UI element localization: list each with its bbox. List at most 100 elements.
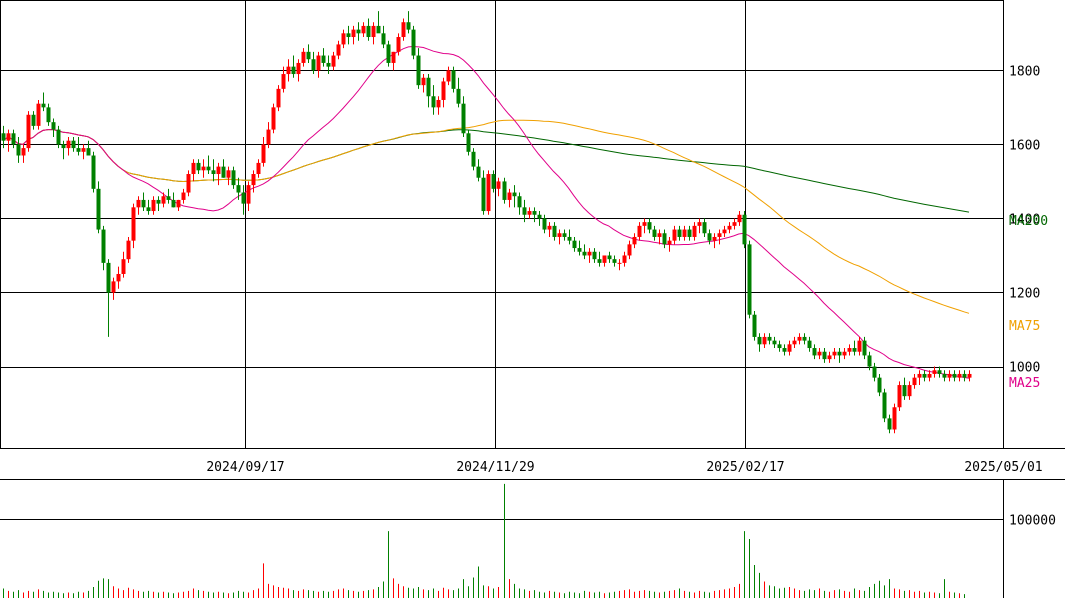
volume-tick-label: 100000 <box>1009 513 1056 528</box>
candle-body-up <box>617 262 622 264</box>
candle-body-up <box>351 29 356 38</box>
candle-body-up <box>507 192 512 200</box>
candle-body-down <box>156 199 161 204</box>
candle-body-down <box>416 55 421 86</box>
candle-body-up <box>682 229 687 237</box>
candle-body-down <box>346 33 351 38</box>
candle-body-down <box>106 262 111 293</box>
candle-body-up <box>486 174 491 212</box>
candle-body-down <box>902 385 907 397</box>
candle-body-down <box>707 233 712 241</box>
candle-body-down <box>802 336 807 341</box>
candle-body-down <box>937 370 942 374</box>
candle-body-down <box>582 251 587 256</box>
candle-body-down <box>662 233 667 245</box>
candle-body-up <box>246 185 251 204</box>
candle-body-up <box>256 162 261 175</box>
candle-body-down <box>567 236 572 241</box>
candle-body-down <box>91 155 96 189</box>
candle-body-down <box>862 340 867 356</box>
candle-body-down <box>61 144 66 149</box>
candle-body-up <box>692 225 697 237</box>
candle-body-up <box>371 25 376 38</box>
candle-body-down <box>647 222 652 230</box>
candle-body-up <box>897 385 902 408</box>
candle-body-down <box>752 314 757 337</box>
candle-body-up <box>842 351 847 356</box>
candle-body-up <box>201 166 206 171</box>
candle-body-up <box>446 70 451 82</box>
candle-body-down <box>426 77 431 97</box>
candle-body-up <box>712 236 717 241</box>
candle-body-down <box>612 259 617 263</box>
candle-body-up <box>271 107 276 130</box>
candle-body-up <box>732 222 737 226</box>
candle-body-up <box>792 340 797 345</box>
candle-body-down <box>41 103 46 108</box>
candle-body-down <box>56 129 61 145</box>
candle-body-up <box>36 103 41 126</box>
candle-body-down <box>532 211 537 215</box>
candle-body-down <box>822 351 827 360</box>
date-tick-label: 2024/09/17 <box>206 460 284 475</box>
candle-body-up <box>932 370 937 374</box>
candle-body-up <box>151 199 156 212</box>
candle-body-up <box>396 37 401 52</box>
date-axis-ticks: 2024/09/17 2024/11/29 2025/02/17 2025/05/01 <box>206 460 1042 475</box>
candle-body-up <box>717 233 722 237</box>
candle-body-up <box>341 33 346 45</box>
candle-body-down <box>852 348 857 352</box>
candle-body-up <box>622 255 627 263</box>
candle-body-up <box>26 114 31 149</box>
price-tick-label: 1600 <box>1009 138 1040 153</box>
candle-body-up <box>547 225 552 230</box>
candle-body-down <box>456 88 461 104</box>
candle-body-up <box>697 222 702 226</box>
candle-body-down <box>552 225 557 237</box>
candle-body-down <box>877 377 882 393</box>
candle-body-up <box>627 244 632 256</box>
candle-body-down <box>772 340 777 345</box>
candle-body-up <box>261 144 266 163</box>
candle-body-down <box>502 181 507 200</box>
candle-body-up <box>557 233 562 237</box>
candle-body-down <box>211 170 216 175</box>
price-tick-label: 1400 <box>1009 212 1040 227</box>
candle-body-down <box>291 66 296 75</box>
candle-body-up <box>672 229 677 241</box>
candlesticks <box>1 11 972 434</box>
candle-body-down <box>431 96 436 108</box>
candle-body-down <box>922 373 927 378</box>
candle-body-up <box>296 62 301 75</box>
candle-body-down <box>942 373 947 378</box>
candle-body-up <box>216 166 221 175</box>
price-axis-ticks: 1000 1200 1400 1600 1800 <box>1009 64 1040 375</box>
candle-body-down <box>777 344 782 349</box>
candle-body-up <box>912 377 917 386</box>
candle-body-up <box>762 336 767 345</box>
candle-body-up <box>391 51 396 63</box>
candle-body-down <box>867 355 872 367</box>
candle-body-down <box>807 340 812 349</box>
candle-body-up <box>191 162 196 175</box>
candle-body-up <box>797 336 802 341</box>
date-tick-label: 2025/05/01 <box>964 460 1042 475</box>
candle-body-up <box>857 340 862 352</box>
candle-body-down <box>466 133 471 152</box>
ma-legend: MA200 MA75 MA25 <box>1009 214 1048 391</box>
candle-body-up <box>817 351 822 356</box>
candle-body-down <box>96 188 101 230</box>
candle-body-down <box>321 55 326 63</box>
candle-body-up <box>401 22 406 38</box>
candle-body-down <box>677 229 682 237</box>
candle-body-up <box>637 225 642 237</box>
candle-body-up <box>186 174 191 193</box>
candle-body-down <box>837 351 842 356</box>
candle-body-up <box>361 25 366 34</box>
candle-body-down <box>747 244 752 315</box>
candle-body-up <box>316 55 321 71</box>
candle-body-down <box>512 192 517 197</box>
candle-body-up <box>176 199 181 208</box>
ma25-label: MA25 <box>1009 376 1040 391</box>
